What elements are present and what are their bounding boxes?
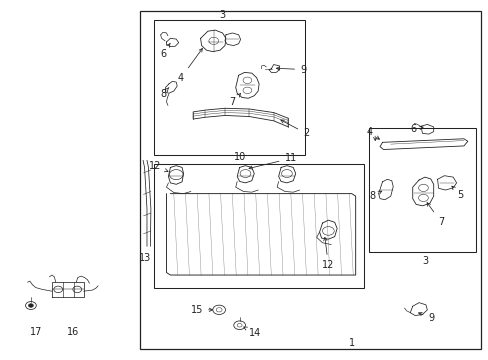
Text: 12: 12 — [322, 237, 334, 270]
Text: 6: 6 — [160, 44, 170, 59]
Bar — [154, 164, 363, 288]
Text: 16: 16 — [66, 327, 79, 337]
Text: 7: 7 — [229, 94, 240, 107]
Text: 2: 2 — [280, 120, 308, 138]
Text: 15: 15 — [190, 305, 212, 315]
Text: 5: 5 — [451, 186, 463, 200]
Text: 8: 8 — [368, 191, 381, 201]
Text: 9: 9 — [276, 64, 305, 75]
Text: 4: 4 — [178, 49, 202, 83]
Text: 13: 13 — [139, 253, 151, 263]
Text: 12: 12 — [149, 161, 168, 172]
Text: 6: 6 — [409, 124, 422, 134]
Text: 4: 4 — [366, 127, 379, 139]
Bar — [140, 12, 480, 348]
Text: 1: 1 — [348, 338, 354, 348]
Text: 9: 9 — [418, 312, 433, 323]
Text: 8: 8 — [160, 87, 168, 99]
Text: 14: 14 — [243, 327, 261, 338]
Text: 17: 17 — [30, 327, 42, 337]
Text: 3: 3 — [219, 10, 225, 20]
Text: 11: 11 — [248, 153, 296, 169]
Bar — [154, 21, 305, 155]
Text: 10: 10 — [233, 152, 245, 162]
Text: 7: 7 — [426, 203, 444, 227]
Bar — [368, 128, 475, 252]
Text: 3: 3 — [421, 256, 427, 266]
Circle shape — [28, 304, 33, 307]
